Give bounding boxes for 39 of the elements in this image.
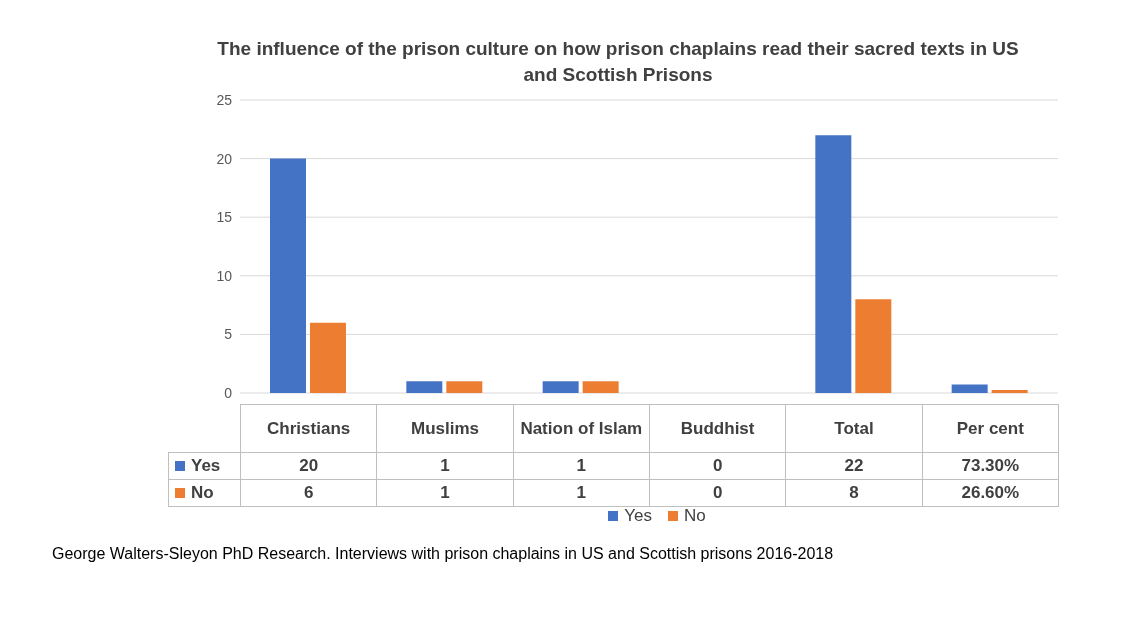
data-label: 73.30%	[922, 452, 1059, 480]
bar	[269, 158, 306, 393]
data-label: 1	[376, 452, 514, 480]
legend-label: Yes	[168, 452, 241, 480]
y-tick-label: 25	[216, 91, 233, 108]
data-label: 6	[240, 479, 377, 507]
x-tick-label: Total	[785, 404, 923, 453]
bar	[991, 389, 1028, 393]
data-label: 1	[376, 479, 514, 507]
bar	[542, 381, 579, 393]
y-tick-label: 0	[224, 384, 233, 401]
bar	[446, 381, 483, 393]
y-tick-label: 15	[216, 209, 233, 226]
y-tick-label: 10	[216, 267, 233, 284]
data-label: 26.60%	[922, 479, 1059, 507]
data-label: 1	[513, 479, 650, 507]
x-tick-label: Muslims	[376, 404, 514, 453]
data-label: 1	[513, 452, 650, 480]
legend-label: No	[683, 506, 706, 526]
x-tick-label: Per cent	[922, 404, 1059, 453]
text: Yes	[624, 506, 652, 525]
bar	[309, 322, 346, 393]
text: No	[191, 483, 214, 502]
x-tick-label: Christians	[240, 404, 377, 453]
bar	[951, 384, 988, 393]
text: George Walters-Sleyon PhD Research. Interviews with prison chaplains in US and Scottish prisons 2016-2018	[52, 545, 834, 563]
data-label: 0	[649, 452, 786, 480]
x-tick-label: Buddhist	[649, 404, 786, 453]
bar	[815, 135, 852, 393]
bar	[582, 381, 619, 393]
data-label: 8	[785, 479, 923, 507]
bar	[406, 381, 443, 393]
data-label: 0	[649, 479, 786, 507]
data-label: 22	[785, 452, 923, 480]
y-tick-label: 5	[224, 326, 233, 343]
x-tick-label: Nation of Islam	[513, 404, 650, 453]
y-tick-label: 20	[216, 150, 233, 167]
bar	[855, 299, 892, 393]
chart-title: The influence of the prison culture on how prison chaplains read their sacred texts in US and Scottish Prisons	[216, 37, 1020, 87]
